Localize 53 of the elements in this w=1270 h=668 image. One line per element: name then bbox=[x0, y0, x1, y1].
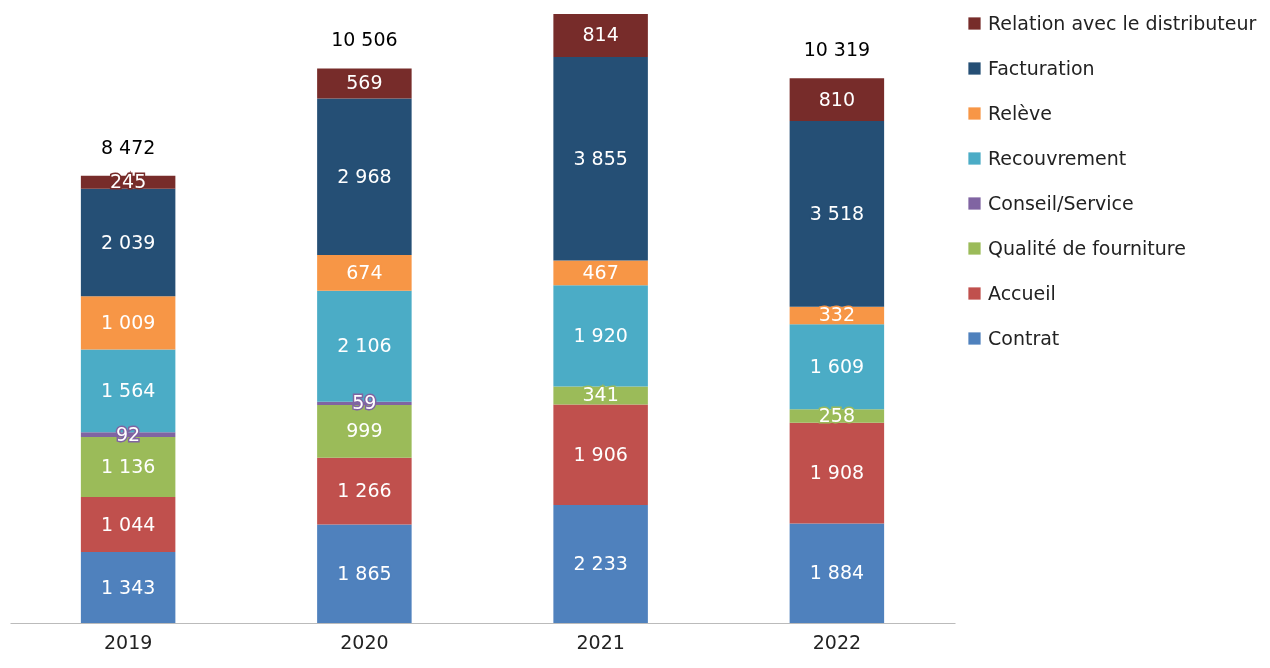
bar bbox=[789, 422, 885, 524]
data-label: 1 920 bbox=[573, 323, 628, 346]
data-label: 1 908 bbox=[809, 461, 865, 484]
data-label: 3 518 bbox=[809, 201, 865, 224]
data-label: 2 233 bbox=[573, 552, 628, 575]
data-label: 1 609 bbox=[809, 354, 865, 377]
data-label: 814 bbox=[582, 23, 619, 46]
data-label: 59 bbox=[352, 391, 377, 414]
data-label: 1 884 bbox=[809, 561, 865, 584]
data-label: 1 009 bbox=[100, 310, 156, 333]
bar bbox=[789, 121, 885, 307]
bar bbox=[553, 404, 648, 506]
legend-label: Relation avec le distributeur bbox=[988, 11, 1257, 34]
bar bbox=[317, 98, 412, 256]
x-tick-label: 2019 bbox=[103, 630, 153, 653]
legend-label: Contrat bbox=[988, 326, 1060, 349]
total-label: 8 472 bbox=[100, 135, 156, 158]
data-label: 2 106 bbox=[337, 334, 392, 357]
data-label: 1 865 bbox=[337, 561, 392, 584]
bar bbox=[317, 524, 412, 623]
bar bbox=[80, 188, 176, 297]
data-label: 1 044 bbox=[100, 512, 156, 535]
data-label: 999 bbox=[346, 419, 383, 442]
data-label: 1 564 bbox=[100, 378, 156, 401]
bar bbox=[553, 505, 648, 623]
legend-label: Facturation bbox=[988, 56, 1095, 79]
legend-label: Qualité de fourniture bbox=[988, 236, 1186, 259]
x-tick-label: 2021 bbox=[576, 630, 625, 653]
x-tick-label: 2022 bbox=[812, 630, 862, 653]
data-label: 332 bbox=[818, 303, 856, 326]
data-label: 1 266 bbox=[337, 479, 392, 502]
data-label: 2 039 bbox=[100, 230, 156, 253]
data-label: 569 bbox=[346, 71, 383, 94]
data-label: 341 bbox=[582, 383, 619, 406]
data-label: 2 968 bbox=[337, 164, 392, 187]
data-label: 674 bbox=[346, 260, 383, 283]
total-label: 10 319 bbox=[803, 38, 871, 61]
data-label: 1 136 bbox=[100, 455, 156, 477]
total-label: 10 506 bbox=[331, 28, 398, 51]
bar bbox=[789, 523, 885, 623]
legend-label: Relève bbox=[988, 101, 1052, 124]
data-label: 1 343 bbox=[100, 575, 156, 598]
legend-label: Accueil bbox=[988, 281, 1056, 304]
legend-label: Conseil/Service bbox=[988, 191, 1134, 214]
data-label: 1 906 bbox=[573, 442, 628, 465]
data-label: 3 855 bbox=[573, 146, 628, 169]
data-label: 258 bbox=[818, 404, 856, 427]
bar bbox=[553, 285, 648, 387]
data-label: 810 bbox=[818, 87, 856, 110]
data-label: 467 bbox=[582, 260, 619, 283]
x-tick-label: 2020 bbox=[340, 630, 389, 653]
bar bbox=[553, 56, 648, 261]
legend-label: Recouvrement bbox=[988, 146, 1127, 169]
